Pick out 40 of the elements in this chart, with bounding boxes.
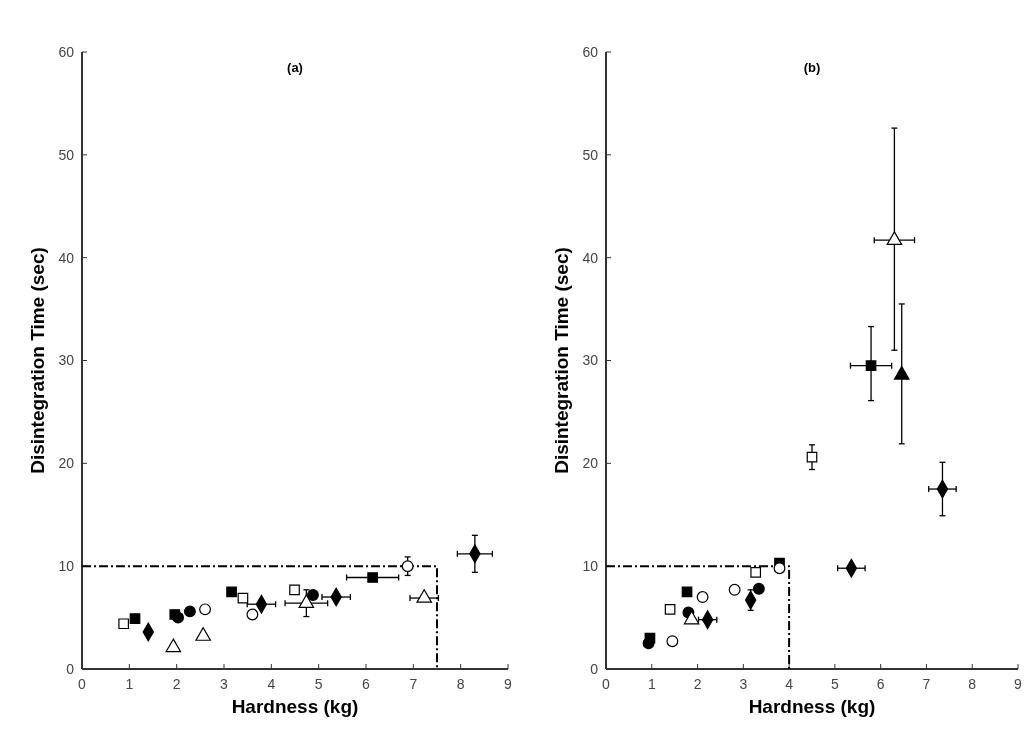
y-tick-label: 40 xyxy=(58,249,75,266)
x-tick-label: 2 xyxy=(172,676,181,692)
x-tick-label: 8 xyxy=(456,676,465,692)
x-tick-label: 3 xyxy=(220,676,229,692)
x-tick-label: 4 xyxy=(267,676,276,692)
y-tick-label: 0 xyxy=(66,660,75,677)
x-tick-label: 8 xyxy=(968,676,977,692)
x-tick-label: 9 xyxy=(504,676,513,692)
text: (a) xyxy=(287,60,303,75)
y-axis-title: Disintegration Time (sec) xyxy=(27,247,48,474)
x-tick-label: 6 xyxy=(362,676,371,692)
x-tick-label: 7 xyxy=(922,676,931,692)
text: (b) xyxy=(803,60,821,75)
x-tick-label: 0 xyxy=(78,676,87,692)
y-tick-label: 20 xyxy=(58,455,75,472)
x-tick-label: 9 xyxy=(1014,676,1023,692)
y-tick-label: 10 xyxy=(58,558,75,575)
x-tick-label: 1 xyxy=(647,676,656,692)
x-tick-label: 7 xyxy=(409,676,418,692)
y-tick-label: 20 xyxy=(582,455,599,472)
x-tick-label: 1 xyxy=(125,676,134,692)
x-tick-label: 3 xyxy=(739,676,748,692)
y-tick-label: 0 xyxy=(590,660,599,677)
y-tick-label: 30 xyxy=(58,352,75,369)
x-tick-label: 6 xyxy=(876,676,885,692)
y-tick-label: 30 xyxy=(582,352,599,369)
x-tick-label: 5 xyxy=(830,676,839,692)
y-tick-label: 40 xyxy=(582,249,599,266)
y-tick-label: 50 xyxy=(582,146,599,163)
y-tick-label: 50 xyxy=(58,146,75,163)
x-axis-title: Hardness (kg) xyxy=(748,696,876,717)
x-tick-label: 0 xyxy=(602,676,611,692)
y-tick-label: 10 xyxy=(582,558,599,575)
x-tick-label: 4 xyxy=(785,676,794,692)
x-tick-label: 5 xyxy=(314,676,323,692)
x-tick-label: 2 xyxy=(693,676,702,692)
y-tick-label: 60 xyxy=(582,43,599,60)
y-tick-label: 60 xyxy=(58,43,75,60)
x-axis-title: Hardness (kg) xyxy=(231,696,359,717)
y-axis-title: Disintegration Time (sec) xyxy=(551,247,572,474)
